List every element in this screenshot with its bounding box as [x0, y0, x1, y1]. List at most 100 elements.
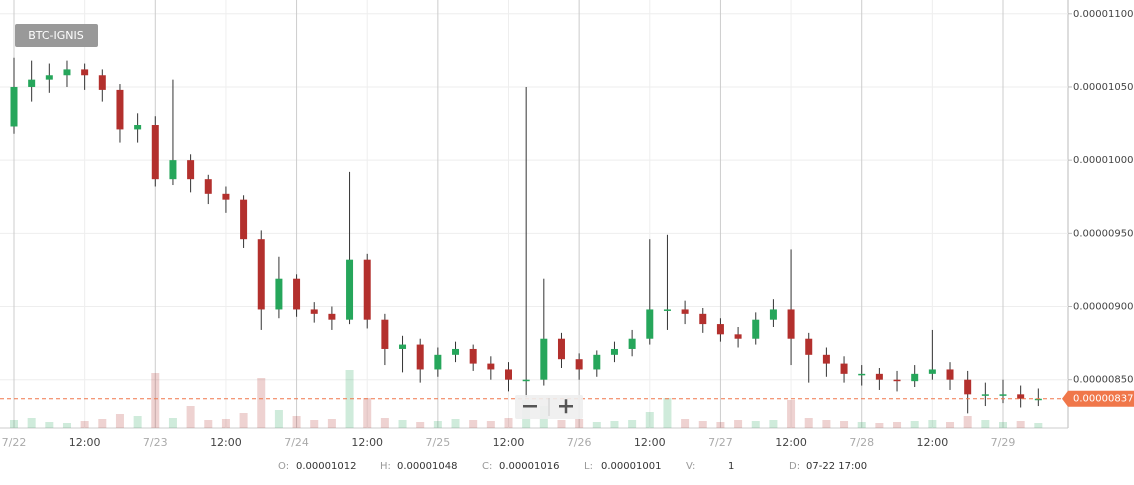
candle-body [293, 278, 301, 310]
volume-bar [292, 416, 301, 428]
volume-bar [592, 422, 601, 428]
candle-body [328, 313, 336, 320]
candle-body [893, 379, 901, 382]
info-value: 0.00001016 [499, 461, 559, 472]
info-label: L: [584, 461, 593, 472]
x-tick-label: 12:00 [634, 436, 666, 449]
candle-body [716, 324, 724, 335]
volume-bar [716, 422, 725, 428]
x-tick-label: 12:00 [917, 436, 949, 449]
volume-bar [751, 421, 760, 428]
x-tick-label: 12:00 [493, 436, 525, 449]
info-label: V: [686, 461, 695, 472]
candle-body [169, 160, 177, 180]
candle-body [434, 354, 442, 370]
candle-body [134, 125, 142, 130]
candle-body [469, 348, 477, 364]
volume-bar [363, 398, 372, 428]
candle-body [1017, 394, 1025, 399]
volume-bar [698, 421, 707, 428]
candle-body [416, 344, 424, 370]
legend-label[interactable]: BTC-IGNIS [28, 29, 84, 42]
candle-body [610, 348, 618, 355]
candle-body [81, 69, 89, 76]
zoom-out[interactable] [523, 405, 537, 408]
candle-body [275, 278, 283, 310]
volume-bar [822, 420, 831, 428]
volume-bar [274, 410, 283, 428]
info-label: D: [789, 461, 800, 472]
candle-body [663, 309, 671, 311]
info-value: 07-22 17:00 [806, 461, 867, 472]
volume-bar [787, 400, 796, 428]
candle-body [204, 179, 212, 194]
candle-body [240, 199, 248, 240]
candle-body [399, 344, 407, 349]
candle-body [98, 75, 106, 90]
legend-box[interactable] [15, 24, 98, 47]
volume-bar [133, 416, 142, 428]
zoom-controls[interactable] [515, 395, 583, 419]
candle-body [805, 338, 813, 355]
volume-bar [327, 419, 336, 428]
candle-body [734, 334, 742, 339]
volume-bar [486, 421, 495, 428]
candle-body [28, 79, 36, 87]
candle-body [452, 348, 460, 355]
candle-body [699, 313, 707, 325]
volume-bar [469, 420, 478, 428]
x-tick-label: 7/25 [426, 436, 451, 449]
candle-body [363, 259, 371, 320]
last-price-label: 0.00000837 [1073, 394, 1133, 405]
candle-body [257, 239, 265, 310]
info-label: H: [380, 461, 391, 472]
candle-body [310, 309, 318, 314]
candle-body [964, 379, 972, 395]
candle-body [787, 309, 795, 339]
volume-bar [575, 419, 584, 428]
x-tick-label: 7/24 [284, 436, 309, 449]
candle-body [540, 338, 548, 380]
candle-body [222, 193, 230, 200]
volume-bar [504, 418, 513, 428]
volume-bar [875, 423, 884, 428]
y-tick-label: 0.00001000 [1073, 155, 1133, 166]
x-tick-label: 7/26 [567, 436, 592, 449]
x-tick-label: 12:00 [69, 436, 101, 449]
x-tick-label: 7/22 [2, 436, 27, 449]
volume-bar [451, 419, 460, 428]
candle-body [628, 338, 636, 349]
volume-bar [115, 414, 124, 428]
zoom-in[interactable] [564, 399, 568, 414]
candle-body [45, 75, 53, 80]
candle-body [557, 338, 565, 360]
volume-bar [221, 419, 230, 428]
x-tick-label: 12:00 [775, 436, 807, 449]
volume-bar [204, 420, 213, 428]
volume-bar [840, 421, 849, 428]
volume-bar [857, 422, 866, 428]
volume-bar [893, 422, 902, 428]
candle-body [505, 369, 512, 380]
candle-body [116, 89, 124, 130]
volume-bar [734, 420, 743, 428]
volume-bar [981, 420, 990, 428]
candle-body [681, 309, 689, 314]
candle-body [646, 309, 654, 339]
info-label: O: [278, 461, 289, 472]
candle-body [822, 354, 830, 364]
candle-body [911, 373, 919, 382]
volume-bar [398, 420, 407, 428]
volume-bar [628, 420, 637, 428]
volume-bar [804, 418, 813, 428]
candle-body [346, 259, 354, 320]
y-tick-label: 0.00000900 [1073, 302, 1133, 313]
candle-body [752, 319, 760, 339]
volume-bar [310, 420, 319, 428]
volume-bar [345, 370, 354, 428]
volume-bar [769, 420, 778, 428]
volume-bar [645, 412, 654, 428]
candle-body [63, 69, 71, 76]
candle-body [522, 379, 530, 382]
candle-body [1034, 398, 1042, 401]
